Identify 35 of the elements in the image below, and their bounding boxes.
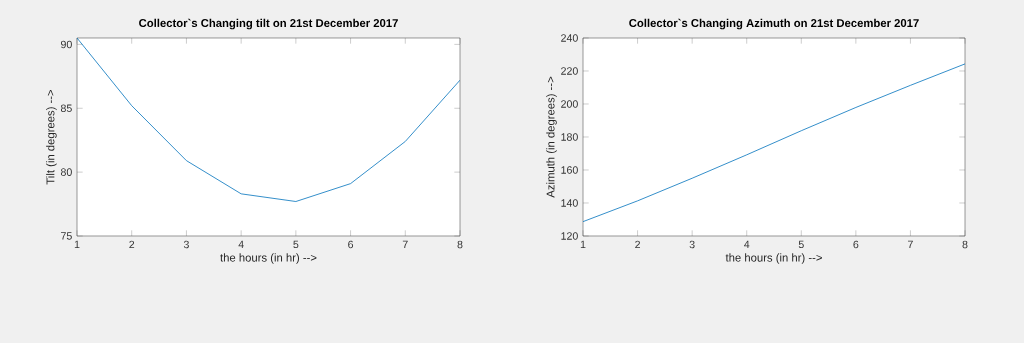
x-tick-label: 1: [580, 240, 586, 248]
x-tick-label: 4: [744, 240, 750, 248]
line-series: [583, 63, 966, 223]
y-tick-label: 120: [561, 232, 578, 240]
y-tick-label: 90: [60, 40, 72, 49]
x-tick-label: 1: [74, 240, 80, 248]
x-tick-label: 3: [689, 240, 695, 249]
x-axis-title: the hours (in hr) -->: [220, 253, 317, 264]
y-tick-label: 85: [60, 104, 72, 113]
y-tick-label: 140: [561, 199, 578, 207]
y-tick-label: 200: [561, 100, 578, 108]
y-tick-label: 75: [61, 232, 72, 240]
x-axis-title: the hours (in hr) -->: [725, 253, 822, 264]
x-tick-label: 3: [183, 240, 189, 249]
x-tick-label: 5: [293, 240, 299, 249]
x-tick-label: 8: [962, 240, 968, 249]
x-tick-label: 4: [238, 240, 244, 248]
x-tick-label: 8: [457, 240, 463, 249]
y-tick-label: 160: [561, 166, 578, 174]
x-tick-label: 7: [402, 240, 408, 248]
x-tick-label: 2: [635, 240, 640, 249]
y-tick-label: 80: [60, 168, 72, 176]
x-tick-label: 7: [908, 240, 913, 248]
y-tick-label: 240: [561, 34, 578, 42]
x-tick-label: 6: [853, 240, 859, 249]
x-tick-label: 2: [129, 240, 135, 249]
x-tick-label: 5: [798, 240, 804, 249]
chart-title: Collector`s Changing Azimuth on 21st December 2017: [629, 18, 919, 30]
x-tick-label: 6: [348, 240, 354, 249]
line-series: [77, 37, 461, 202]
y-tick-label: 220: [561, 67, 578, 75]
chart-title: Collector`s Changing tilt on 21st December 2017: [139, 18, 398, 30]
y-axis-title: Azimuth (in degrees) -->: [546, 76, 557, 198]
y-tick-label: 180: [561, 133, 578, 141]
y-axis-title: Tilt (in degrees) -->: [46, 89, 57, 185]
